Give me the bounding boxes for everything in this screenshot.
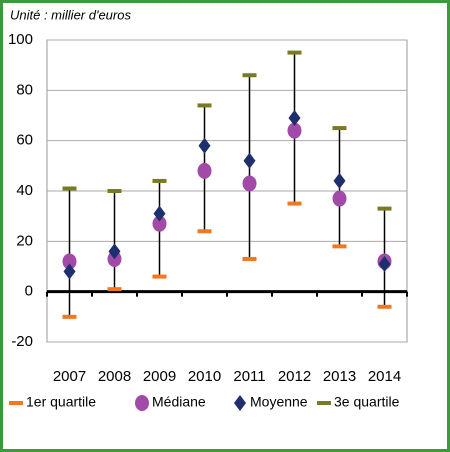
x-tick-label: 2012 — [278, 368, 311, 385]
x-tick-label: 2007 — [53, 368, 86, 385]
y-tick-label: 20 — [16, 232, 33, 249]
marker — [332, 244, 347, 249]
legend-marker — [317, 401, 331, 405]
marker — [62, 186, 77, 191]
x-tick-label: 2010 — [188, 368, 221, 385]
marker — [107, 189, 122, 193]
marker — [153, 205, 166, 222]
legend-label: Moyenne — [250, 394, 308, 410]
marker — [333, 172, 346, 189]
marker — [332, 190, 347, 207]
marker — [197, 103, 212, 108]
y-tick-label: 80 — [16, 81, 33, 98]
x-tick-label: 2013 — [323, 368, 356, 385]
marker — [152, 215, 167, 232]
legend-marker — [135, 395, 149, 411]
marker — [197, 229, 212, 234]
x-tick-label: 2008 — [98, 368, 131, 385]
marker — [287, 122, 302, 139]
marker — [243, 152, 256, 169]
y-tick-label: 0 — [25, 283, 33, 300]
marker — [242, 73, 257, 78]
legend-marker — [9, 401, 23, 405]
marker — [198, 137, 211, 154]
x-tick-label: 2014 — [368, 368, 401, 385]
marker — [63, 263, 76, 280]
marker — [377, 304, 392, 309]
marker — [197, 162, 212, 179]
marker — [62, 253, 77, 270]
x-tick-label: 2011 — [233, 368, 265, 385]
marker — [287, 201, 302, 206]
y-tick-label: -20 — [11, 333, 33, 350]
marker — [62, 314, 77, 319]
legend-label: 3e quartile — [334, 394, 400, 410]
x-tick-label: 2009 — [143, 368, 176, 385]
marker — [152, 178, 167, 183]
marker — [378, 255, 391, 272]
marker — [108, 243, 121, 260]
marker — [288, 110, 301, 127]
y-tick-label: 40 — [16, 182, 33, 199]
marker — [242, 175, 257, 192]
marker — [152, 274, 167, 279]
marker — [377, 206, 392, 211]
chart-subtitle: Unité : millier d'euros — [10, 7, 131, 22]
legend-marker — [234, 395, 246, 411]
legend-label: 1er quartile — [26, 394, 96, 410]
y-tick-label: 60 — [16, 132, 33, 149]
marker — [287, 50, 302, 55]
marker — [107, 287, 122, 292]
marker — [332, 126, 347, 131]
marker — [242, 256, 257, 261]
legend-label: Médiane — [152, 394, 206, 410]
y-tick-label: 100 — [8, 31, 33, 48]
